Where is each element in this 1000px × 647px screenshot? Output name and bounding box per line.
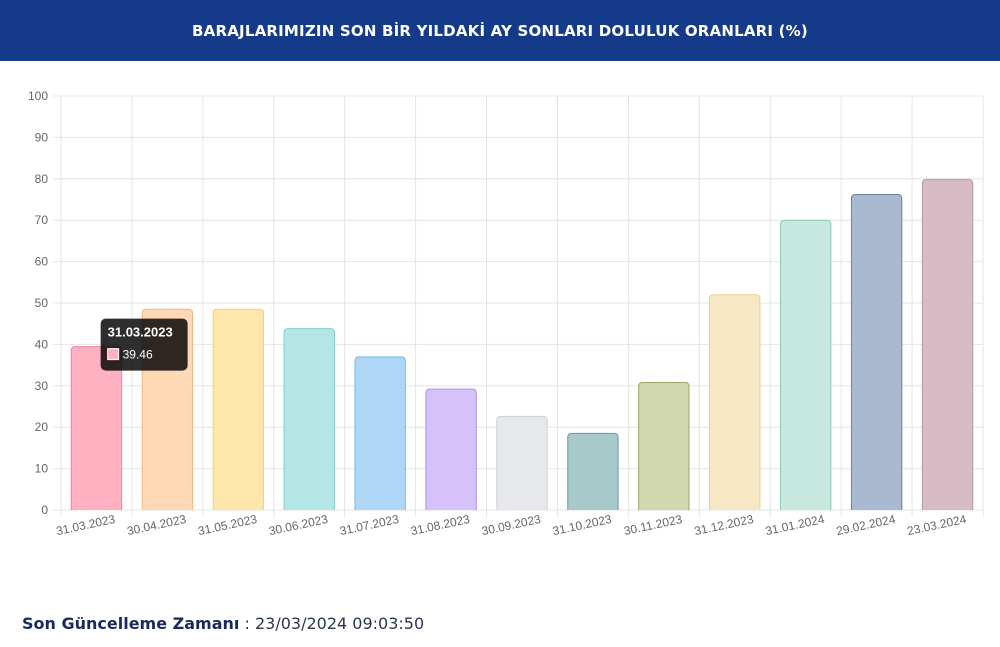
bar-outline [283,328,335,510]
y-tick-label: 70 [35,213,49,227]
bar-outline [921,179,974,510]
y-tick-label: 60 [35,255,49,269]
x-tick-label: 30.04.2023 [126,512,188,538]
bar-outline [212,308,264,510]
bar [425,389,477,510]
tooltip-value: 39.46 [123,348,153,362]
last-update-separator: : [239,614,255,633]
bar-outline [425,388,477,510]
x-tick-label: 31.05.2023 [197,512,259,538]
chart-header: BARAJLARIMIZIN SON BİR YILDAKİ AY SONLAR… [0,0,1000,61]
y-tick-label: 40 [35,337,49,351]
last-update: Son Güncelleme Zamanı : 23/03/2024 09:03… [22,614,424,633]
bar-outline [638,381,690,510]
y-tick-label: 50 [35,296,49,310]
y-tick-label: 80 [35,172,49,186]
x-tick-label: 31.10.2023 [551,512,613,538]
bar-outline [850,194,903,510]
y-tick-label: 20 [35,420,49,434]
last-update-value: 23/03/2024 09:03:50 [254,614,425,633]
x-tick-label: 31.07.2023 [338,512,400,538]
tooltip-swatch [107,348,120,361]
bar-outline [780,219,832,510]
bar-outline [496,415,548,510]
bar [922,179,973,510]
x-tick-label: 23.03.2024 [906,512,968,538]
bar [213,309,264,510]
tooltip: 31.03.2023 39.46 [100,318,188,371]
x-tick-label: 29.02.2024 [835,512,897,538]
chart-title: BARAJLARIMIZIN SON BİR YILDAKİ AY SONLAR… [192,21,808,40]
bar [496,416,548,510]
bar [780,220,831,510]
grid [53,95,984,517]
x-tick-label: 30.11.2023 [623,512,684,538]
bar [638,382,690,510]
bar [284,328,335,510]
x-tick-label: 30.09.2023 [480,512,542,538]
bar-outline [567,432,619,510]
y-tick-label: 0 [41,503,48,517]
last-update-label: Son Güncelleme Zamanı [22,614,240,633]
tooltip-title: 31.03.2023 [108,325,173,340]
y-tick-label: 10 [35,462,49,476]
y-tick-label: 30 [35,379,49,393]
tooltip-box [100,318,188,371]
bar-outline [354,356,406,510]
bar-outline [709,294,761,510]
bar [709,294,760,510]
bar [851,194,902,511]
bar-chart: 0 10 20 30 40 50 60 70 80 90 100 31.03.2023 30.04.20… [28,89,984,538]
y-tick-label: 100 [28,89,48,103]
x-tick-label: 31.08.2023 [409,512,471,538]
x-tick-label: 31.12.2023 [693,512,755,538]
bar [567,433,619,510]
bar [71,346,122,510]
x-tick-label: 31.03.2023 [55,512,117,538]
y-tick-label: 90 [35,130,49,144]
x-tick-label: 30.06.2023 [268,512,330,538]
x-tick-label: 31.01.2024 [764,512,826,538]
bar-outline [141,308,194,510]
bar [354,356,406,510]
